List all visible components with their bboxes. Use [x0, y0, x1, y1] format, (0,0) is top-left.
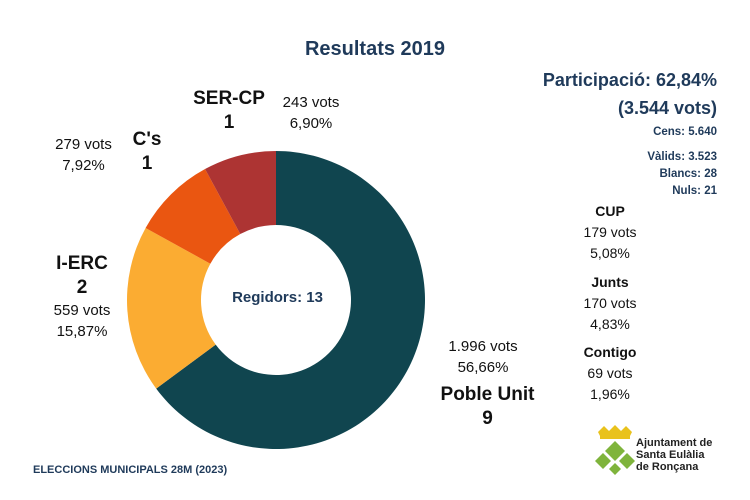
slice-ser-cp — [205, 151, 276, 235]
cs-seats: 1 — [141, 153, 153, 174]
cens-stat: Cens: 5.640 — [653, 126, 717, 138]
poble-unit-percent: 56,66% — [457, 359, 509, 376]
junts-percent: 4,83% — [590, 316, 630, 332]
participation-votes: (3.544 vots) — [617, 98, 717, 118]
vote-stats: Cens: 5.640 Vàlids: 3.523 Blancs: 28 Nul… — [647, 124, 717, 200]
logo-text: Ajuntament de Santa Eulàlia de Ronçana — [636, 437, 712, 473]
poble-unit-name: Poble Unit — [440, 384, 535, 405]
cup-percent: 5,08% — [590, 245, 630, 261]
label-poble-unit-stats: 1.996 vots 56,66% — [433, 336, 533, 378]
logo-line-2: Santa Eulàlia — [636, 449, 705, 461]
contigo-votes: 69 vots — [587, 365, 633, 381]
ser-cp-seats: 1 — [223, 112, 235, 133]
party-cup: CUP 179 vots 5,08% — [555, 201, 665, 264]
slice-c-s — [145, 168, 241, 264]
logo-line-3: de Ronçana — [636, 461, 699, 473]
chart-title: Resultats 2019 — [304, 38, 446, 60]
label-i-erc: I-ERC 2 559 vots 15,87% — [32, 252, 132, 342]
nuls-stat: Nuls: 21 — [672, 185, 717, 197]
slice-poble-unit — [156, 151, 426, 449]
contigo-name: Contigo — [583, 344, 637, 360]
ser-cp-votes: 243 vots — [282, 94, 340, 111]
cup-votes: 179 vots — [583, 224, 637, 240]
party-contigo: Contigo 69 vots 1,96% — [555, 342, 665, 405]
contigo-percent: 1,96% — [590, 386, 630, 402]
footer-text: ELECCIONS MUNICIPALS 28M (2023) — [33, 464, 228, 476]
label-ser-cp: SER-CP 1 — [184, 87, 274, 135]
i-erc-percent: 15,87% — [56, 323, 108, 340]
label-poble-unit: Poble Unit 9 — [425, 383, 550, 431]
blancs-stat: Blancs: 28 — [659, 168, 717, 180]
ser-cp-percent: 6,90% — [289, 115, 333, 132]
cup-name: CUP — [595, 203, 625, 219]
party-junts: Junts 170 vots 4,83% — [555, 272, 665, 335]
cs-percent: 7,92% — [62, 157, 105, 174]
ser-cp-name: SER-CP — [193, 88, 265, 109]
valids-stat: Vàlids: 3.523 — [647, 151, 717, 163]
junts-votes: 170 vots — [583, 295, 637, 311]
label-ser-cp-stats: 243 vots 6,90% — [266, 92, 356, 134]
logo-line-1: Ajuntament de — [636, 437, 713, 449]
cs-name: C's — [132, 129, 162, 150]
participation-block: Participació: 62,84% (3.544 vots) — [543, 66, 717, 122]
stats-spacer — [647, 141, 717, 149]
center-label: Regidors: 13 — [232, 289, 323, 306]
cs-votes: 279 vots — [55, 136, 112, 153]
i-erc-seats: 2 — [76, 277, 88, 298]
i-erc-name: I-ERC — [56, 253, 108, 274]
junts-name: Junts — [591, 274, 629, 290]
i-erc-votes: 559 vots — [53, 302, 111, 319]
poble-unit-votes: 1.996 vots — [448, 338, 518, 355]
label-cs-stats: 279 vots 7,92% — [36, 134, 131, 176]
town-logo-icon — [595, 425, 635, 475]
poble-unit-seats: 9 — [482, 408, 493, 429]
participation-rate: Participació: 62,84% — [542, 70, 717, 90]
slice-i-erc — [127, 227, 216, 389]
label-cs: C's 1 — [117, 128, 177, 176]
